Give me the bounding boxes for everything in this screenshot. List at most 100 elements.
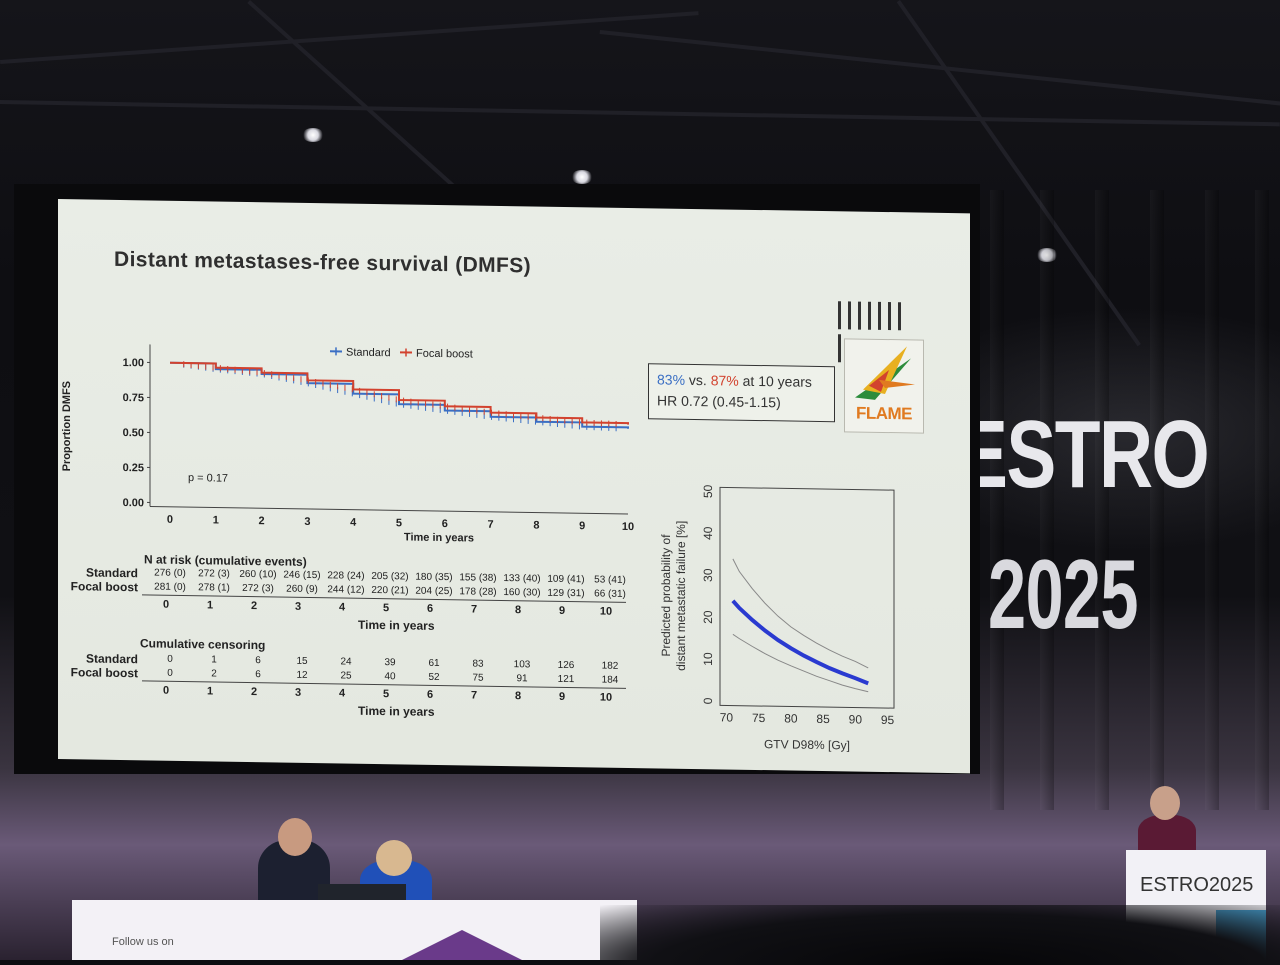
risk-cell: 260 (10) [234,569,282,581]
risk-row-label: Standard [58,565,138,580]
censor-x-tick: 4 [332,687,352,699]
censor-cell: 61 [410,658,458,670]
km-y-tick: 0.50 [123,427,144,439]
censor-x-tick: 8 [508,690,528,702]
stage-logo-line1: ESTRO [958,400,1208,510]
risk-x-tick: 4 [332,601,352,613]
risk-cell: 178 (28) [454,586,502,598]
risk-cell: 272 (3) [190,568,238,580]
km-x-tick: 5 [396,517,402,529]
vs-text: vs. [685,372,711,388]
d98-fit-line [733,601,868,684]
pct-focal: 87% [711,372,739,388]
censor-x-tick: 2 [244,686,264,698]
km-x-label: Time in years [404,531,474,544]
censor-x-tick: 6 [420,689,440,701]
risk-x-tick: 7 [464,603,484,615]
km-x-tick: 6 [442,518,448,530]
km-legend-label: Focal boost [416,348,473,361]
risk-cell: 272 (3) [234,583,282,595]
km-y-tick: 0.25 [123,462,144,474]
km-y-tick: 1.00 [123,357,144,369]
censor-x-tick: 1 [200,685,220,697]
d98-y-label-1: Predicted probability of [659,534,673,657]
censor-x-tick: 0 [156,685,176,697]
desk-triangle [402,930,522,960]
flame-logo: FLAME [844,338,924,433]
risk-cell: 228 (24) [322,570,370,582]
censor-cell: 24 [322,656,370,668]
km-x-axis [150,506,628,514]
censor-cell: 2 [190,668,238,680]
stage-logo: ESTRO 2025 [958,400,1258,660]
risk-cell: 246 (15) [278,569,326,581]
risk-x-tick: 2 [244,600,264,612]
km-y-tick: 0.00 [123,497,144,509]
desk-text: Follow us on [112,936,174,948]
risk-cell: 205 (32) [366,571,414,583]
risk-x-tick: 9 [552,605,572,617]
km-x-tick: 4 [350,517,357,529]
km-x-tick: 3 [304,516,310,528]
km-x-tick: 10 [622,521,634,533]
risk-x-tick: 5 [376,602,396,614]
censor-x-tick: 7 [464,689,484,701]
km-p-value: p = 0.17 [188,472,228,485]
censor-x-tick: 9 [552,691,572,703]
censor-cell: 15 [278,655,326,667]
censor-cell: 6 [234,655,282,667]
d98-y-tick: 30 [701,568,715,582]
d98-frame [720,487,894,708]
speaker [1138,815,1196,855]
risk-x-tick: 8 [508,604,528,616]
risk-x-tick: 0 [156,599,176,611]
censor-x-tick: 5 [376,688,396,700]
panel-desk: Follow us on [72,900,637,960]
presenter-left-head [278,818,312,856]
censor-row-label: Focal boost [58,665,138,680]
censor-cell: 103 [498,659,546,671]
at-text: at 10 years [739,373,812,390]
censor-cell: 91 [498,673,546,685]
censor-cell: 52 [410,672,458,684]
podium-text: ESTRO2025 [1140,874,1253,897]
slide: Distant metastases-free survival (DMFS) … [58,199,970,773]
presenter-middle-head [376,840,412,876]
risk-x-label: Time in years [358,618,435,633]
risk-cell: 109 (41) [542,574,590,586]
risk-cell: 155 (38) [454,572,502,584]
censor-row-label: Standard [58,651,138,666]
risk-cell: 278 (1) [190,582,238,594]
km-legend-label: Standard [346,347,391,360]
flame-logo-text: FLAME [845,403,923,424]
risk-cell: 281 (0) [146,581,194,593]
risk-cell: 260 (9) [278,583,326,595]
d98-ci-line [733,634,868,691]
censor-cell: 83 [454,658,502,670]
risk-x-tick: 10 [596,605,616,617]
km-x-tick: 8 [533,519,539,531]
censor-cell: 184 [586,674,634,686]
pct-standard: 83% [657,371,685,387]
censor-table-title: Cumulative censoring [140,636,265,652]
flame-icon [845,339,923,404]
d98-x-tick: 85 [816,712,830,726]
d98-y-label-2: distant metastatic failure [%] [674,521,688,671]
stage-logo-line2: 2025 [988,538,1138,651]
risk-row-label: Focal boost [58,579,138,594]
censor-cell: 6 [234,669,282,681]
censor-cell: 40 [366,671,414,683]
km-y-tick: 0.75 [123,392,144,404]
censor-cell: 121 [542,674,590,686]
km-x-tick: 9 [579,520,585,532]
risk-cell: 160 (30) [498,587,546,599]
censor-cell: 182 [586,660,634,672]
km-x-tick: 7 [488,519,494,531]
censor-x-label: Time in years [358,704,435,719]
km-x-tick: 1 [213,514,219,526]
censor-cell: 0 [146,667,194,679]
d98-y-tick: 0 [701,697,715,704]
